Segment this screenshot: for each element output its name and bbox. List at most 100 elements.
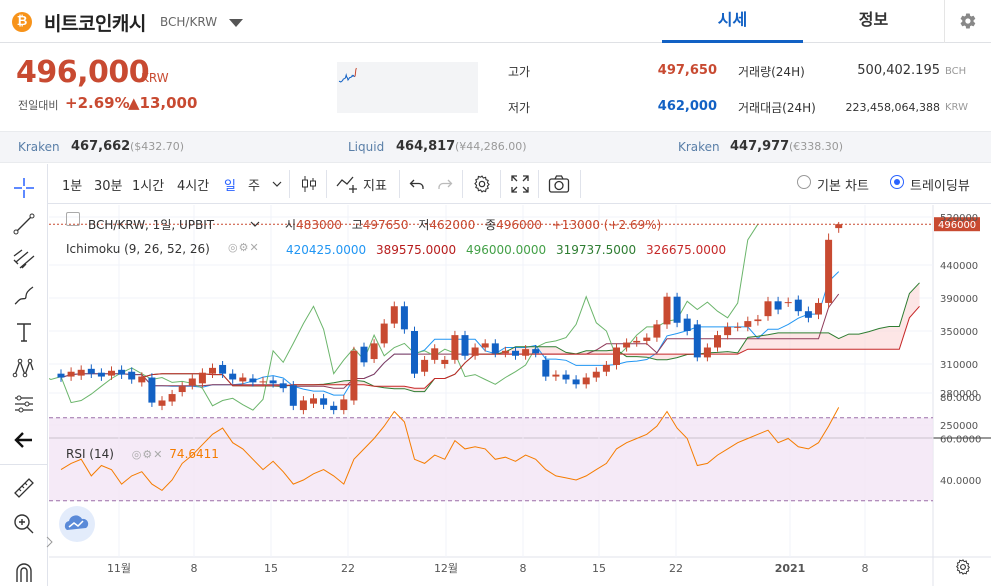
interval-day[interactable]: 일 (224, 179, 236, 194)
candle-body (431, 348, 439, 360)
exchange-name: Liquid (348, 140, 385, 154)
legend-controls[interactable]: ◎⚙✕ (228, 241, 260, 254)
ruler-icon[interactable] (12, 476, 36, 500)
tradingview-logo[interactable] (59, 506, 95, 542)
rsi-legend-controls[interactable]: ◎⚙✕ (131, 448, 164, 461)
candle-body (441, 359, 449, 364)
candle-body (794, 299, 802, 312)
exchange-foreign-price: (€338.30) (789, 140, 844, 153)
toolbar-divider (0, 464, 47, 465)
candle-body (835, 224, 843, 229)
trade-value-label: 거래대금(24H) (738, 101, 816, 115)
forecast-icon[interactable] (12, 392, 36, 416)
exchange-foreign-price: ($432.70) (130, 140, 185, 153)
low-label: 저 (418, 218, 430, 232)
interval-1hour[interactable]: 1시간 (132, 179, 165, 194)
interval-week[interactable]: 주 (248, 179, 260, 194)
magnet-icon[interactable] (12, 560, 36, 584)
chart-settings-icon[interactable] (472, 174, 492, 194)
basic-chart-radio[interactable] (797, 175, 811, 189)
trend-line-icon[interactable] (12, 212, 36, 236)
fib-retracement-icon[interactable] (12, 248, 36, 272)
pair-dropdown-icon[interactable] (229, 19, 243, 27)
symbol-chevron-down-icon[interactable] (250, 220, 260, 228)
price-axis-label: 520000 (940, 213, 978, 224)
header: ₿ 비트코인캐시 BCH/KRW 시세 정보 (0, 0, 991, 43)
expand-toolbar-icon[interactable] (46, 536, 54, 548)
low-value: 462,000 (657, 99, 717, 114)
candle-body (714, 335, 721, 348)
close-small-icon[interactable]: ✕ (249, 241, 260, 254)
current-price: 496,000 (16, 55, 150, 90)
ichimoku-conversion: 420425.0000 (286, 243, 367, 257)
interval-chevron-down-icon[interactable] (272, 180, 282, 188)
candles-icon[interactable] (299, 174, 319, 194)
high-value: 497,650 (657, 63, 717, 78)
sparkline-chart (337, 62, 478, 113)
indicators-icon[interactable] (336, 174, 362, 194)
close-label: 종 (485, 218, 497, 232)
settings-small-icon[interactable]: ⚙ (238, 241, 250, 254)
time-axis-label: 22 (669, 562, 683, 575)
indicators-button[interactable]: 지표 (363, 179, 387, 194)
rsi-legend[interactable]: RSI (14) ◎⚙✕ 74.6411 (66, 447, 219, 461)
candle-body (390, 306, 398, 324)
candle-body (643, 337, 651, 341)
ichimoku-lead1: 319737.5000 (556, 243, 637, 257)
tab-info[interactable]: 정보 (858, 10, 889, 29)
arrow-left-icon[interactable] (12, 428, 36, 452)
time-axis-label: 11월 (107, 562, 131, 575)
tradingview-radio[interactable] (890, 175, 904, 189)
redo-icon[interactable] (437, 176, 453, 192)
candle-body (229, 373, 237, 380)
candle-body (592, 371, 600, 378)
open-value: 483000 (296, 218, 342, 232)
candle-body (804, 311, 812, 318)
toolbar-divider (399, 170, 400, 198)
candle-body (128, 371, 136, 380)
candle-body (249, 378, 257, 383)
settings-button[interactable] (944, 0, 991, 43)
brush-icon[interactable] (12, 284, 36, 308)
interval-30min[interactable]: 30분 (94, 179, 123, 194)
volume-unit: BCH (945, 66, 967, 77)
last-price-tag-text: 496000 (938, 220, 976, 231)
toolbar-divider (289, 170, 290, 198)
candle-body (602, 364, 610, 372)
exchange-name: Kraken (678, 140, 720, 154)
text-tool-icon[interactable] (12, 320, 36, 344)
low-value: 462000 (429, 218, 476, 232)
eye-icon[interactable]: ◎ (228, 241, 239, 254)
candle-body (289, 385, 297, 406)
candle-body (411, 331, 418, 374)
camera-icon[interactable] (548, 174, 570, 194)
ichimoku-legend[interactable]: Ichimoku (9, 26, 52, 26) (66, 242, 210, 256)
tab-quote[interactable]: 시세 (662, 0, 803, 43)
candle-body (209, 367, 216, 374)
candle-body (673, 296, 681, 323)
volume-value: 500,402.195 (857, 63, 940, 78)
candle-body (774, 301, 782, 310)
candle-body (219, 364, 227, 374)
price-pane (49, 205, 933, 438)
coin-pair: BCH/KRW (160, 15, 218, 29)
zoom-in-icon[interactable] (12, 512, 36, 536)
price-unit: KRW (141, 71, 169, 85)
undo-icon[interactable] (409, 176, 425, 192)
symbol-legend[interactable]: BCH/KRW, 1일, UPBIT (88, 218, 215, 232)
basic-chart-label: 기본 차트 (817, 179, 869, 194)
fullscreen-icon[interactable] (510, 174, 530, 194)
collapse-legend-button[interactable] (66, 212, 80, 226)
interval-1min[interactable]: 1분 (62, 179, 83, 194)
crosshair-icon[interactable] (12, 176, 36, 200)
axis-settings-icon[interactable] (954, 558, 972, 576)
rsi-value: 74.6411 (169, 447, 219, 461)
toolbar-divider (500, 170, 501, 198)
candle-body (380, 323, 388, 344)
change-percent: +2.69% (65, 94, 130, 112)
price-chart[interactable]: 4960005200004400003900003500003100002800… (49, 205, 991, 586)
pattern-icon[interactable] (12, 356, 36, 380)
candle-body (108, 370, 115, 376)
ichimoku-cloud (141, 282, 920, 392)
interval-4hour[interactable]: 4시간 (177, 179, 210, 194)
